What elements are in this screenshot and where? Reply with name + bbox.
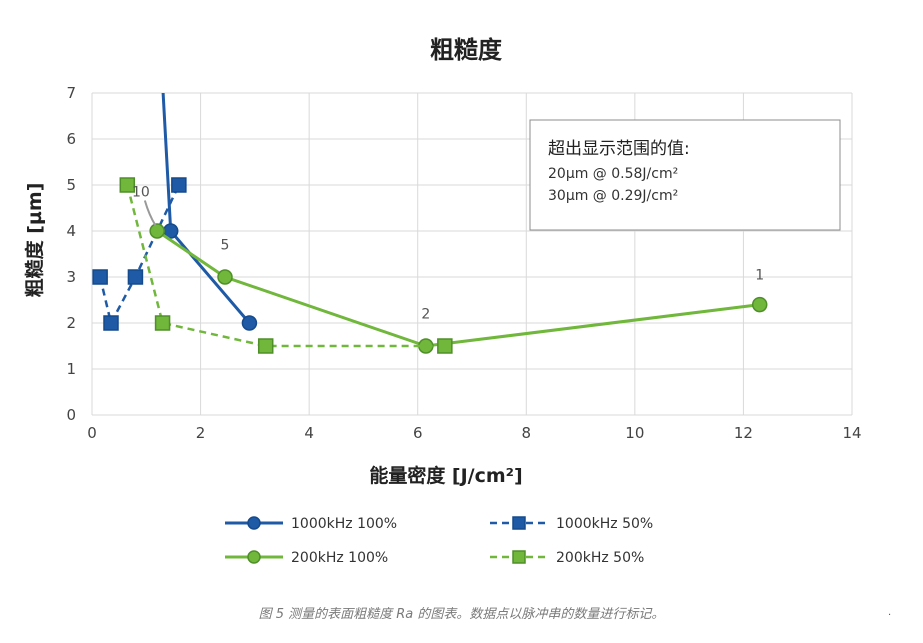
x-tick-label: 6 [413,424,423,442]
data-point [103,315,119,331]
data-point [437,338,453,354]
data-point [149,223,165,239]
legend-marker [247,516,261,530]
point-annotation: 1 [755,267,764,283]
data-point [92,269,108,285]
legend-marker [247,550,261,564]
data-point [257,338,274,354]
legend-item-1: 1000kHz 50% [490,516,653,532]
data-point [119,177,136,193]
legend-label: 1000kHz 100% [291,516,397,532]
y-tick-label: 3 [66,268,76,286]
series-line [126,184,445,348]
data-point [217,269,233,285]
y-axis-label: 粗糙度 [µm] [23,183,46,298]
y-tick-label: 4 [66,222,76,240]
y-tick-label: 5 [66,176,76,194]
data-point [171,177,187,193]
chart-title: 粗糙度 [430,36,503,64]
legend-item-3: 200kHz 50% [490,550,644,566]
info-box-title: 超出显示范围的值: [548,139,690,159]
x-tick-label: 4 [304,424,314,442]
series-3 [119,177,453,354]
x-tick-label: 14 [842,424,861,442]
series-layer [92,93,768,354]
legend-label: 1000kHz 50% [556,516,653,532]
corner-mark: . [888,607,892,618]
y-tick-label: 1 [66,360,76,378]
y-tick-label: 6 [66,130,76,148]
x-axis-label: 能量密度 [J/cm²] [369,464,522,487]
legend-marker [512,516,526,530]
x-tick-label: 12 [734,424,753,442]
figure-caption: 图 5 测量的表面粗糙度 Ra 的图表。数据点以脉冲串的数量进行标记。 [258,607,665,622]
y-tick-label: 7 [66,84,76,102]
data-point [127,269,144,285]
y-tick-label: 2 [66,314,76,332]
info-box-line: 30µm @ 0.29J/cm² [548,188,678,204]
point-annotation: 10 [132,185,150,201]
data-point [751,296,768,313]
point-annotation: 5 [221,237,230,253]
x-tick-label: 8 [522,424,532,442]
info-box [529,119,841,231]
annotation-leader [143,200,157,227]
info-box-line: 20µm @ 0.58J/cm² [548,166,678,182]
x-tick-label: 10 [625,424,644,442]
legend-label: 200kHz 50% [556,550,644,566]
x-tick-label: 0 [87,424,97,442]
point-annotation: 2 [421,306,430,322]
data-point [154,315,171,331]
data-point [241,315,258,331]
legend-item-0: 1000kHz 100% [225,516,397,532]
legend-item-2: 200kHz 100% [225,550,388,566]
series-line [156,229,760,348]
legend-label: 200kHz 100% [291,550,388,566]
y-tick-label: 0 [66,406,76,424]
x-tick-label: 2 [196,424,206,442]
series-2 [149,223,768,354]
legend-marker [512,550,526,564]
